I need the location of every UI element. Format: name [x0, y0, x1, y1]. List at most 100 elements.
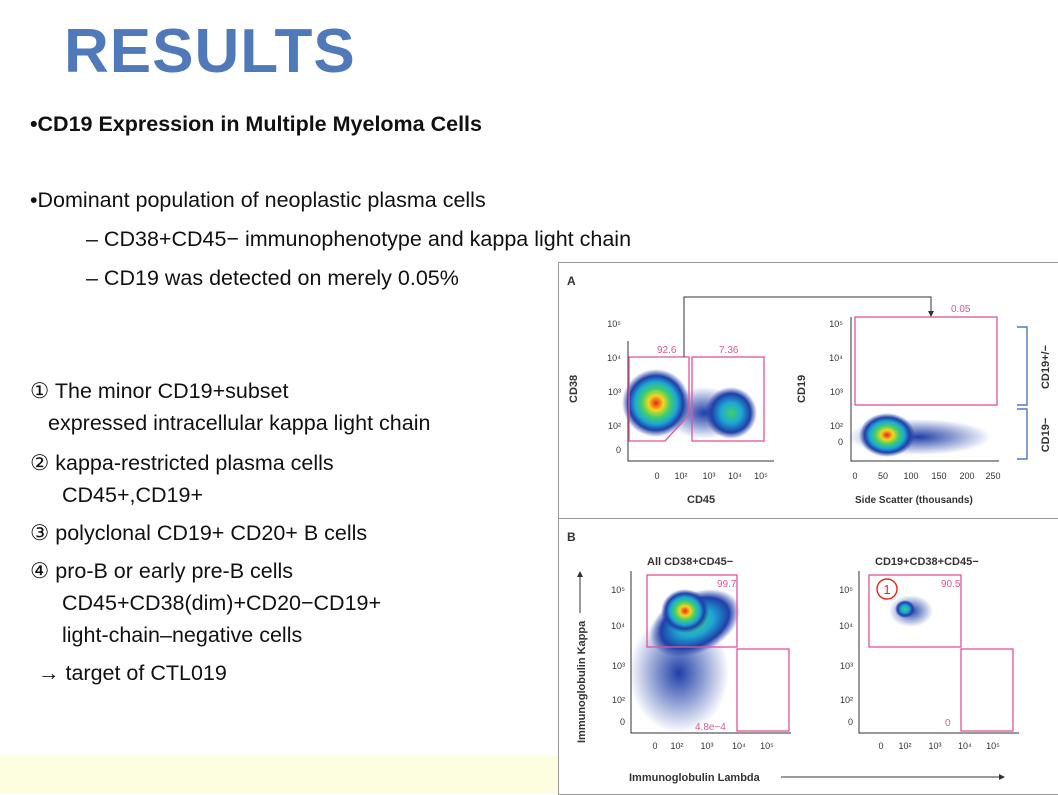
panel-a-right-xtick: 0	[852, 471, 857, 481]
note-2-detail: CD45+,CD19+	[62, 483, 204, 507]
panel-b-right-gate-top	[868, 574, 962, 648]
panel-b-y-arrowhead	[577, 571, 583, 577]
panel-b-left-xtick: 10⁴	[732, 741, 746, 751]
panel-b-right-cd19pos-population	[895, 600, 915, 618]
panel-a-right-cd19neg-population	[859, 413, 915, 457]
panel-b-right-gate-top-value: 90.5	[941, 579, 961, 590]
panel-a-right-xtick: 150	[931, 471, 946, 481]
panel-a-left-gate-left	[628, 356, 690, 442]
panel-a-left-xtick: 10²	[674, 471, 687, 481]
panel-a-left-xtick: 10⁵	[754, 471, 768, 481]
panel-b-right-plot: 10⁵ 10⁴ 10³ 10² 0 0 10² 10³ 10⁴ 10⁵ 90.5…	[839, 571, 1019, 751]
bullet-dominant: •Dominant population of neoplastic plasm…	[30, 188, 486, 212]
panel-b-left-plot: 10⁵ 10⁴ 10³ 10² 0 0 10² 10³ 10⁴ 10⁵ 99.7…	[611, 571, 791, 751]
panel-a-right-gate	[854, 316, 998, 406]
panel-b-marker-number: 1	[883, 582, 890, 597]
panel-a-right-ylabel: CD19	[796, 375, 808, 403]
panel-a-left-ytick: 10⁴	[607, 353, 621, 363]
panel-a-connector-arrow	[683, 296, 932, 357]
panel-a-right-xlabel: Side Scatter (thousands)	[855, 495, 973, 506]
panel-a-right-ytick: 10⁵	[829, 319, 843, 329]
panel-b-left-title: All CD38+CD45−	[647, 556, 733, 568]
bullet-heading: •CD19 Expression in Multiple Myeloma Cel…	[30, 112, 482, 136]
panel-a-left-xtick: 0	[654, 471, 659, 481]
note-4-detail-1: CD45+CD38(dim)+CD20−CD19+	[62, 591, 382, 615]
panel-b-left-gate-top-value: 99.7	[717, 579, 737, 590]
panel-b-left-xtick: 0	[652, 741, 657, 751]
panel-divider	[559, 518, 1058, 519]
panel-a-right-ytick: 10³	[830, 387, 843, 397]
panel-b-right-gate-bottom-value: 0	[945, 718, 951, 729]
panel-b-right-xtick: 10⁴	[958, 741, 972, 751]
panel-b-right-xtick: 0	[878, 741, 883, 751]
note-target: → target of CTL019	[38, 661, 227, 685]
panel-a-right-ytick: 10⁴	[829, 353, 843, 363]
panel-b-right-title: CD19+CD38+CD45−	[875, 556, 979, 568]
panel-b-label: B	[567, 530, 576, 544]
sub-bullet-immunophenotype: – CD38+CD45− immunophenotype and kappa l…	[86, 227, 632, 251]
panel-a-left-ytick: 10⁵	[607, 319, 621, 329]
note-2: ② kappa-restricted plasma cells	[30, 451, 334, 475]
panel-b-right-xtick: 10⁵	[986, 741, 1000, 751]
panel-a-bracket-top-label: CD19+/−	[1040, 345, 1052, 389]
panel-a-connector-arrowhead	[928, 311, 934, 317]
note-1-detail: expressed intracellular kappa light chai…	[48, 411, 431, 435]
panel-b-left-ytick: 0	[620, 717, 625, 727]
panel-b-left-gate-top	[646, 574, 738, 648]
panel-b-left-ytick: 10⁴	[611, 621, 625, 631]
panel-a-left-cd45pos-population	[705, 387, 757, 439]
note-4-detail-2: light-chain–negative cells	[62, 623, 303, 647]
panel-b-right-gate-bottom	[960, 648, 1014, 732]
slide-title: RESULTS	[64, 17, 356, 86]
flow-cytometry-svg: A CD38 CD45 10⁵ 10⁴ 10³ 10² 0 0 10² 10³ …	[567, 274, 1052, 784]
panel-b-right-ytick: 10²	[840, 695, 853, 705]
panel-a-left-xtick: 10⁴	[728, 471, 742, 481]
panel-a-left-ytick: 10²	[608, 421, 621, 431]
panel-b-right-ytick: 10³	[840, 661, 853, 671]
panel-b-right-xtick: 10²	[898, 741, 911, 751]
panel-b-right-ytick: 0	[848, 717, 853, 727]
panel-a-right-gate-value: 0.05	[951, 304, 971, 315]
panel-a-left-gate-left-value: 92.6	[657, 345, 677, 356]
panel-a-left-plot: CD38 CD45 10⁵ 10⁴ 10³ 10² 0 0 10² 10³ 10…	[568, 319, 774, 506]
panel-a-bracket-top	[1017, 326, 1028, 406]
panel-b-xlabel: Immunoglobulin Lambda	[629, 772, 761, 784]
panel-a-left-plasma-population	[622, 369, 690, 437]
panel-a-left-gate-right-value: 7.36	[719, 345, 739, 356]
panel-b-left-gate-bottom	[736, 648, 790, 732]
panel-b-marker-circle	[876, 578, 898, 600]
note-3: ③ polyclonal CD19+ CD20+ B cells	[30, 521, 368, 545]
sub-bullet-cd19: – CD19 was detected on merely 0.05%	[86, 266, 459, 290]
panel-b-ylabel: Immunoglobulin Kappa	[576, 620, 588, 743]
panel-a-left-ytick: 10³	[608, 387, 621, 397]
panel-a-bracket-bottom	[1017, 408, 1028, 460]
panel-a-left-xlabel: CD45	[687, 494, 715, 506]
panel-a-left-gate-right	[691, 356, 765, 442]
panel-b-right-ytick: 10⁴	[839, 621, 853, 631]
panel-a-label: A	[567, 274, 576, 288]
panel-b-right-ytick: 10⁵	[839, 585, 853, 595]
panel-a-bracket-bottom-label: CD19−	[1040, 418, 1052, 453]
panel-a-right-xtick: 200	[959, 471, 974, 481]
panel-a-right-ytick: 0	[838, 437, 843, 447]
panel-b-right-xtick: 10³	[928, 741, 941, 751]
panel-a-right-xtick: 250	[985, 471, 1000, 481]
note-4: ④ pro-B or early pre-B cells	[30, 559, 294, 583]
panel-b-left-gate-bottom-value: 4.8e−4	[695, 722, 726, 733]
panel-b-left-xtick: 10³	[700, 741, 713, 751]
panel-b-left-ytick: 10⁵	[611, 585, 625, 595]
panel-b-left-ytick: 10³	[612, 661, 625, 671]
note-1: ① The minor CD19+subset	[30, 379, 289, 403]
panel-a-left-ytick: 0	[616, 445, 621, 455]
panel-a-left-ylabel: CD38	[568, 375, 580, 403]
panel-a-right-xtick: 100	[903, 471, 918, 481]
panel-b-x-arrowhead	[999, 774, 1005, 780]
panel-a-right-plot: CD19 Side Scatter (thousands) 10⁵ 10⁴ 10…	[796, 304, 1052, 506]
panel-b-left-kappa-population	[661, 589, 709, 633]
panel-b-left-xtick: 10⁵	[760, 741, 774, 751]
panel-a-right-xtick: 50	[878, 471, 888, 481]
panel-a-right-ytick: 10²	[830, 421, 843, 431]
panel-a-left-xtick: 10³	[702, 471, 715, 481]
panel-b-left-ytick: 10²	[612, 695, 625, 705]
panel-b-left-xtick: 10²	[670, 741, 683, 751]
